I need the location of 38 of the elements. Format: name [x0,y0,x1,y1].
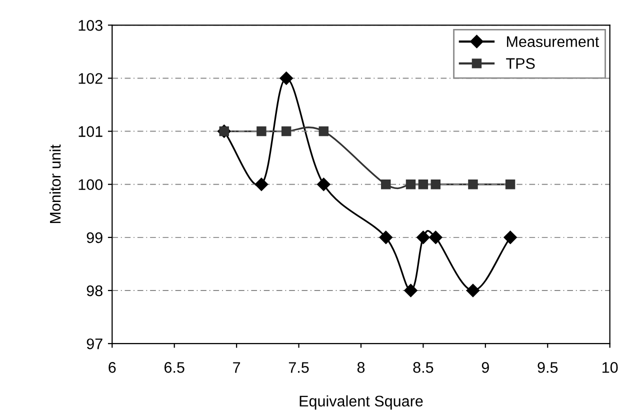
point [466,284,480,298]
x-tick-label: 6.5 [164,362,184,373]
point [418,180,428,190]
x-tick-label: 9.5 [538,362,558,373]
point [404,284,418,298]
x-axis-title: Equivalent Square [300,395,423,410]
point [256,126,266,136]
x-tick-label: 8 [357,362,365,373]
point [504,230,517,244]
legend-label: TPS [506,58,535,69]
x-tick-label: 7.5 [288,362,309,373]
x-tick-label: 8.5 [413,362,434,373]
x-tick-label: 7 [233,362,240,373]
point [379,230,392,244]
point [430,180,441,190]
point [280,72,293,85]
point [416,230,430,244]
y-tick-label: 101 [78,126,102,137]
point [317,178,330,191]
legend-label: Measurement [507,36,600,48]
x-tick-label: 9 [482,362,489,373]
point [281,126,292,136]
y-axis-title: Monitor unit [49,144,61,224]
y-tick-label: 102 [78,73,102,84]
point [429,230,442,244]
point [381,180,391,190]
point [254,178,268,191]
y-tick-label: 98 [86,285,102,296]
y-tick-label: 97 [86,338,102,350]
x-tick-label: 6 [108,362,116,373]
x-tick-label: 10 [602,362,618,373]
point [468,180,478,190]
point [406,180,416,190]
point [505,180,516,190]
point [318,126,329,136]
y-tick-label: 99 [86,232,102,244]
y-tick-label: 103 [78,20,102,31]
y-tick-label: 100 [78,179,103,190]
